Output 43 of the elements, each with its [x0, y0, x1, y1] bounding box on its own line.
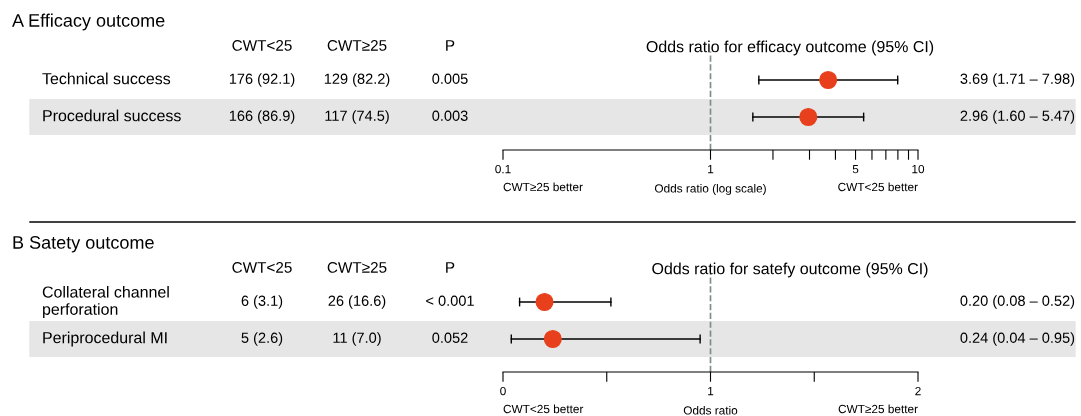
x-tick-label: 0.1	[495, 164, 511, 174]
x-tick-label: 10	[912, 164, 925, 174]
text: CWT≥25 better	[838, 404, 918, 414]
text: < 0.001	[426, 295, 474, 306]
category-label: Collateral channel perforation	[42, 285, 169, 319]
text: 11 (7.0)	[333, 332, 381, 346]
category-label: Procedural success	[43, 109, 181, 122]
text: CWT<25	[232, 261, 292, 273]
text: CWT≥25 better	[503, 182, 583, 192]
chart-subtitle: Odds ratio for efficacy outcome (95% CI)	[646, 40, 934, 56]
text: CWT<25 better	[838, 182, 918, 192]
text: 129 (82.2)	[324, 73, 390, 87]
x-axis-title: Odds ratio	[683, 405, 738, 415]
category-label: Periprocedural MI	[43, 331, 167, 347]
text: 0.052	[432, 332, 468, 343]
data-label: 2.96 (1.60 – 5.47)	[960, 110, 1075, 124]
x-axis-title: Odds ratio (log scale)	[654, 183, 766, 195]
text: A Efficacy outcome	[12, 13, 165, 31]
x-tick-label: 2	[915, 386, 921, 396]
text: 117 (74.5)	[325, 110, 389, 124]
text: 5 (2.6)	[241, 332, 283, 346]
data-label: 0.24 (0.04 – 0.95)	[960, 332, 1075, 346]
text: CWT<25 better	[503, 404, 584, 414]
text: B Satety outcome	[13, 236, 154, 253]
text: CWT≥25	[327, 261, 387, 273]
text: CWT≥25	[327, 39, 387, 51]
text: 6 (3.1)	[241, 295, 283, 309]
x-tick-label: 1	[708, 387, 714, 396]
text: P	[446, 262, 455, 273]
text: 26 (16.6)	[328, 295, 386, 309]
category-label: Technical success	[42, 72, 171, 85]
text: 0.005	[432, 73, 468, 84]
x-tick-label: 0	[500, 386, 506, 396]
text: CWT<25	[232, 39, 292, 51]
data-label: 0.20 (0.08 – 0.52)	[960, 295, 1075, 309]
chart-subtitle: Odds ratio for satefy outcome (95% CI)	[652, 262, 928, 278]
text: 166 (86.9)	[229, 110, 295, 124]
x-tick-label: 5	[852, 165, 859, 174]
text: 176 (92.1)	[229, 73, 295, 87]
text: P	[446, 40, 455, 51]
text: 0.003	[432, 110, 468, 121]
data-label: 3.69 (1.71 – 7.98)	[960, 73, 1075, 87]
x-tick-label: 1	[708, 165, 714, 174]
